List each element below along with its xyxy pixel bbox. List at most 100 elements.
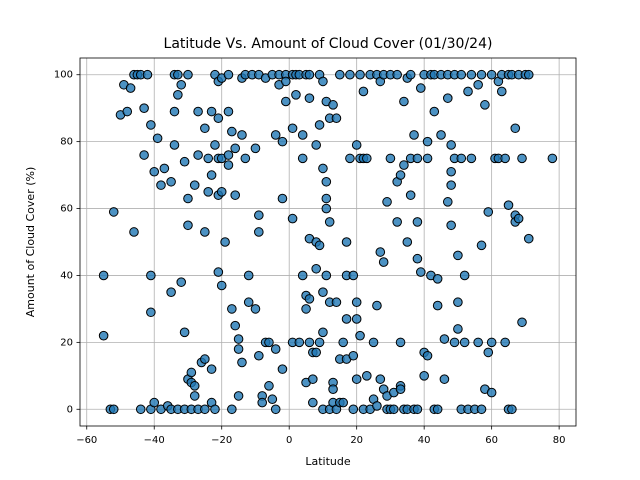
chart-title: Latitude Vs. Amount of Cloud Cover (01/3…: [164, 36, 493, 52]
point: [237, 357, 247, 368]
point: [338, 397, 348, 408]
point: [308, 374, 318, 384]
point: [301, 304, 311, 314]
point: [453, 297, 463, 308]
point: [345, 69, 355, 80]
point: [277, 193, 288, 204]
point: [449, 337, 460, 348]
point: [500, 153, 510, 164]
point: [227, 126, 237, 137]
point: [210, 140, 220, 150]
point: [294, 337, 305, 348]
point: [486, 387, 497, 398]
point: [200, 227, 210, 237]
point: [189, 391, 200, 401]
point: [466, 69, 477, 80]
point: [358, 86, 369, 97]
point: [456, 69, 467, 80]
point: [314, 120, 325, 130]
point: [287, 123, 298, 134]
point: [193, 106, 203, 117]
point: [277, 136, 288, 147]
point: [476, 240, 487, 251]
point: [210, 404, 220, 415]
x-tick-label: 20: [350, 435, 363, 446]
point: [395, 384, 406, 395]
point: [399, 160, 409, 170]
point: [297, 270, 308, 281]
point: [415, 83, 426, 93]
point: [378, 257, 389, 267]
point: [348, 270, 359, 281]
point: [270, 130, 281, 140]
point: [200, 354, 210, 364]
axes-frame: [79, 57, 577, 427]
y-tick-label: 100: [54, 70, 73, 81]
point: [483, 207, 494, 217]
point: [311, 140, 321, 150]
point: [419, 371, 429, 381]
point: [338, 337, 348, 348]
point: [243, 270, 254, 281]
point: [223, 160, 234, 170]
point: [314, 240, 325, 251]
point: [179, 156, 190, 167]
x-axis-label: Latitude: [305, 455, 351, 468]
point: [281, 96, 291, 107]
point: [200, 123, 210, 134]
point: [183, 220, 193, 231]
point: [233, 391, 244, 401]
point: [473, 79, 483, 90]
point: [362, 153, 372, 164]
point: [446, 140, 456, 150]
point: [392, 69, 402, 80]
point: [399, 96, 409, 107]
point: [372, 401, 382, 411]
point: [169, 106, 180, 117]
point: [98, 270, 109, 281]
point: [108, 207, 119, 217]
point: [523, 69, 534, 80]
x-tick-label: −20: [211, 435, 232, 446]
x-tick-label: −40: [144, 435, 165, 446]
point: [166, 176, 176, 187]
point: [351, 297, 362, 308]
point: [139, 103, 149, 113]
point: [476, 69, 487, 80]
point: [318, 76, 328, 87]
point: [304, 294, 315, 304]
point: [257, 397, 268, 408]
point: [311, 347, 321, 358]
point: [146, 120, 156, 130]
point: [304, 93, 315, 103]
point: [166, 287, 176, 297]
point: [183, 193, 193, 204]
y-axis-label: Amount of Cloud Cover (%): [24, 167, 37, 317]
point: [233, 344, 244, 354]
point: [227, 304, 237, 314]
point: [510, 123, 521, 134]
point: [254, 350, 264, 361]
point: [415, 267, 426, 277]
point: [432, 404, 443, 415]
point: [432, 300, 443, 311]
point: [213, 267, 224, 277]
point: [189, 180, 200, 190]
point: [156, 180, 166, 190]
point: [459, 270, 470, 281]
point: [98, 330, 109, 341]
point: [287, 213, 298, 224]
point: [152, 133, 163, 144]
point: [328, 100, 338, 110]
point: [432, 274, 443, 284]
point: [135, 404, 146, 415]
point: [355, 330, 365, 341]
point: [348, 350, 359, 361]
point: [385, 153, 396, 164]
point: [267, 394, 278, 405]
point: [331, 297, 342, 308]
point: [223, 69, 234, 80]
point: [507, 404, 517, 415]
point: [277, 364, 288, 374]
